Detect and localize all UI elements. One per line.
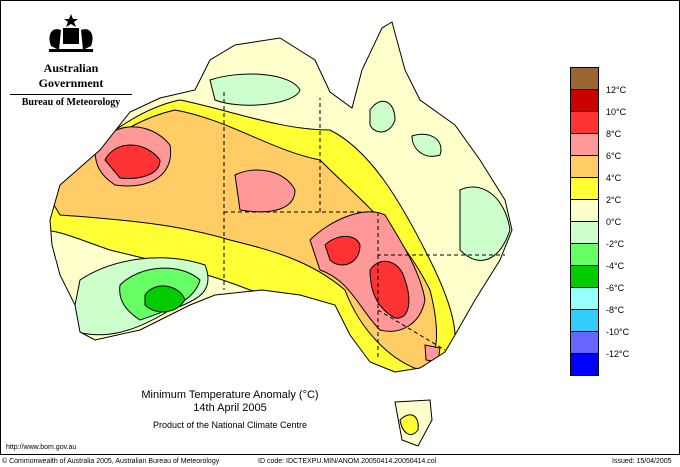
legend-swatch [570,111,599,134]
footer-issued: Issued: 15/04/2005 [612,458,672,465]
legend-label: 8°C [606,129,622,139]
legend-swatch [570,243,599,266]
title-line1: Minimum Temperature Anomaly (°C) [141,389,319,401]
legend-swatch [570,221,599,244]
coat-of-arms-icon [49,14,93,52]
legend-swatch [570,353,599,376]
legend-label: -2°C [606,239,625,249]
legend-label: -4°C [606,261,625,271]
legend-swatch [570,67,599,90]
legend-swatch [570,177,599,200]
title-date: 14th April 2005 [193,402,267,414]
legend-swatch [570,287,599,310]
legend-label: -8°C [606,305,625,315]
bom-logo: Australian Government Bureau of Meteorol… [10,12,132,108]
legend-swatch [570,89,599,112]
bureau-name: Bureau of Meteorology [10,94,132,108]
legend-label: 12°C [606,85,627,95]
legend-swatch [570,155,599,178]
legend-label: 0°C [606,217,622,227]
government-name: Australian Government [38,61,104,90]
australia-map [49,21,513,447]
footer-copyright: © Commonwealth of Australia 2005, Austra… [2,458,220,465]
legend-swatch [570,133,599,156]
legend-label: -12°C [606,349,630,359]
legend-swatch [570,309,599,332]
footer-url[interactable]: http://www.bom.gov.au [6,444,77,451]
legend-swatch [570,265,599,288]
legend-label: 2°C [606,195,622,205]
state-borders [223,92,505,360]
map-title: Minimum Temperature Anomaly (°C) 14th Ap… [100,389,360,432]
legend-label: 4°C [606,173,622,183]
title-credit: Product of the National Climate Centre [152,420,308,430]
legend-label: -10°C [606,327,630,337]
legend-label: 6°C [606,151,622,161]
legend-label: -6°C [606,283,625,293]
legend-swatch [570,331,599,354]
footer-id-code: ID code: IDCTEXPU.MIN/ANOM.20050414.2005… [258,458,437,465]
legend-label: 10°C [606,107,627,117]
color-legend: 12°C 10°C 8°C 6°C 4°C 2°C 0°C -2°C -4°C -6°C -8°C -… [570,67,629,376]
legend-swatch [570,199,599,222]
